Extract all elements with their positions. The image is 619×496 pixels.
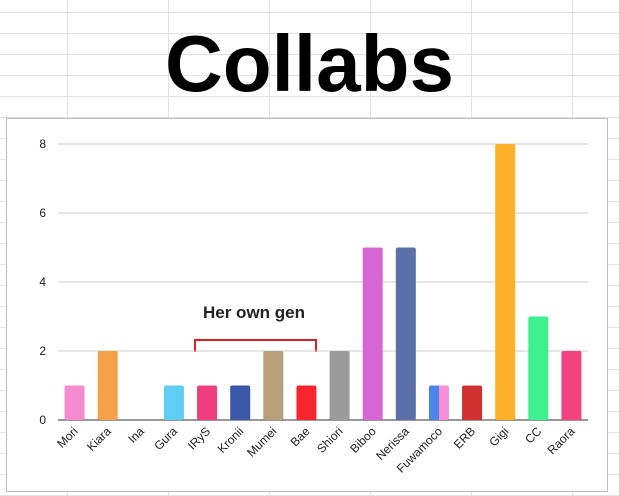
y-tick-label: 6 [39,206,46,220]
bar [495,144,516,420]
bar [528,316,549,420]
bar [561,351,582,420]
bar [296,385,317,420]
bar [395,247,416,420]
bar [428,385,449,420]
annotation: Her own gen [203,303,305,322]
bar [197,385,218,420]
bar [97,351,118,420]
bar [163,385,184,420]
y-tick-label: 0 [39,413,46,427]
bar [64,385,85,420]
bar [329,351,350,420]
y-tick-label: 8 [39,137,46,151]
y-tick-label: 4 [39,275,46,289]
chart-title: Collabs [165,19,454,108]
y-tick-label: 2 [39,344,46,358]
annotation-bracket [194,339,317,352]
bar [462,385,483,420]
bar [230,385,251,420]
bar [263,351,284,420]
bar [362,247,383,420]
